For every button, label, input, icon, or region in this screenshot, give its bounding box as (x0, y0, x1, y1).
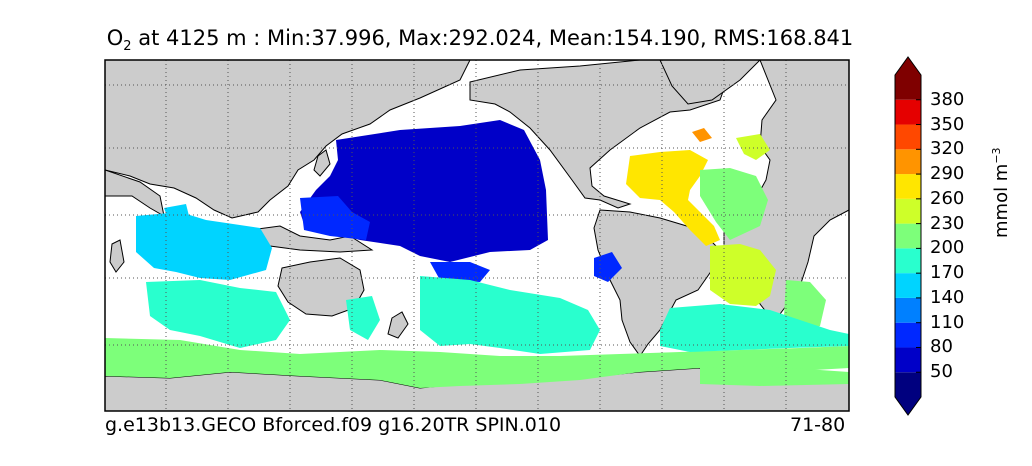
south-indian-o2 (146, 280, 290, 348)
colorbar-tick-label: 320 (930, 138, 965, 160)
south-asia-land (105, 169, 165, 217)
indian-ocean-o2 (136, 212, 272, 280)
colorbar-tick-label: 350 (930, 113, 965, 135)
run-id-label: g.e13b13.GECO Bforced.f09 g16.20TR SPIN.… (105, 414, 562, 436)
mid-atlantic-o2 (700, 168, 768, 240)
south-pacific-west-o2 (346, 296, 380, 340)
colorbar-segment (895, 248, 921, 274)
southern-atlantic-o2 (660, 304, 849, 352)
greenland-land (659, 60, 761, 105)
north-america-land (469, 60, 731, 209)
south-atlantic-o2 (710, 244, 776, 306)
colorbar-segment (895, 124, 921, 150)
colorbar-tick-label: 260 (930, 187, 965, 209)
weddell-o2 (700, 366, 849, 386)
colorbar-tick-label: 140 (930, 286, 965, 308)
south-pacific-o2 (420, 276, 600, 354)
colorbar-segment (895, 372, 921, 415)
colorbar-segment (895, 322, 921, 348)
colorbar-tick-label: 200 (930, 237, 965, 259)
colorbar-tick-label: 230 (930, 212, 965, 234)
colorbar-tick-label: 50 (930, 361, 953, 383)
asia-land (105, 60, 471, 219)
colorbar-tick-label: 80 (930, 336, 953, 358)
circumpolar-o2 (105, 338, 849, 388)
colorbar-units: mmol m−3 (990, 147, 1012, 238)
colorbar-segment (895, 223, 921, 249)
colorbar-tick-label: 290 (930, 163, 965, 185)
equatorial-pacific-o2 (430, 262, 490, 282)
year-range-label: 71-80 (790, 414, 846, 436)
map-gridlines (105, 60, 849, 411)
colorbar-segment (895, 99, 921, 125)
map-frame (104, 59, 850, 412)
colorbar-segment (895, 174, 921, 199)
colorbar-outline (894, 56, 922, 416)
new-zealand-land (387, 311, 409, 339)
colorbar-segment (895, 198, 921, 224)
labrador-o2 (692, 128, 712, 142)
colorbar-segment (895, 347, 921, 373)
map-title: O2 at 4125 m : Min:37.996, Max:292.024, … (106, 26, 854, 55)
colorbar-segment (895, 57, 921, 100)
colorbar-tick-label: 380 (930, 88, 965, 110)
colorbar-tick-label: 170 (930, 262, 965, 284)
indonesia-islands (248, 225, 374, 253)
madagascar-land (109, 239, 125, 273)
arabian-sea-o2 (164, 204, 190, 224)
japan-land (313, 149, 331, 177)
colorbar-segment (895, 297, 921, 323)
colorbar-tick-label: 110 (930, 311, 965, 333)
colorbar-segment (895, 149, 921, 175)
east-pacific-o2 (594, 252, 622, 282)
east-atlantic-o2 (736, 134, 770, 160)
north-atlantic-o2 (626, 150, 720, 246)
colorbar-segment (895, 273, 921, 298)
